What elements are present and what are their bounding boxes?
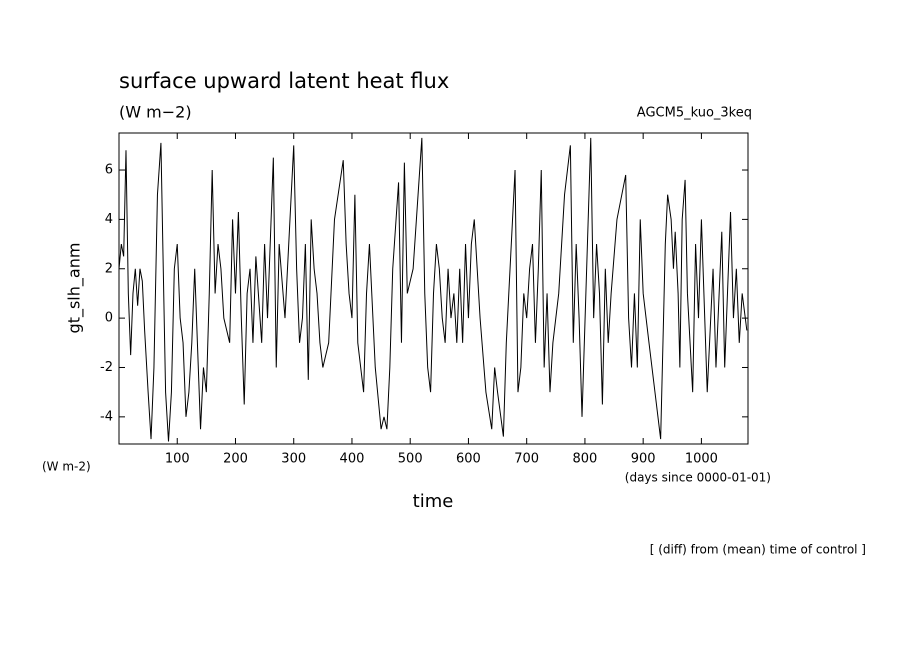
y-tick-label: 2 [105, 261, 113, 276]
x-tick-label: 800 [573, 452, 598, 467]
data-line [118, 137, 748, 442]
y-axis-label: gt_slh_anm [65, 243, 85, 334]
x-tick-label: 300 [281, 452, 306, 467]
y-tick-label: -4 [100, 409, 113, 424]
x-tick-label: 1000 [685, 452, 718, 467]
y-tick-label: 4 [105, 212, 113, 227]
plot-frame [118, 132, 749, 445]
chart-title: surface upward latent heat flux [119, 69, 449, 93]
footnote: [ (diff) from (mean) time of control ] [650, 543, 866, 557]
y-tick-label: 6 [105, 163, 113, 178]
x-tick-label: 600 [456, 452, 481, 467]
x-tick-label: 100 [165, 452, 190, 467]
y-tick-label: 0 [105, 311, 113, 326]
x-axis-label: time [413, 491, 454, 512]
x-tick-label: 900 [631, 452, 656, 467]
x-unit: (days since 0000-01-01) [625, 471, 771, 485]
x-tick-label: 200 [223, 452, 248, 467]
x-tick-label: 500 [398, 452, 423, 467]
x-tick-label: 400 [340, 452, 365, 467]
y-tick-label: -2 [100, 360, 113, 375]
experiment: AGCM5_kuo_3keq [637, 106, 752, 121]
x-tick-label: 700 [514, 452, 539, 467]
subtitle: (W m−2) [119, 103, 192, 122]
y-unit: (W m-2) [42, 460, 91, 474]
